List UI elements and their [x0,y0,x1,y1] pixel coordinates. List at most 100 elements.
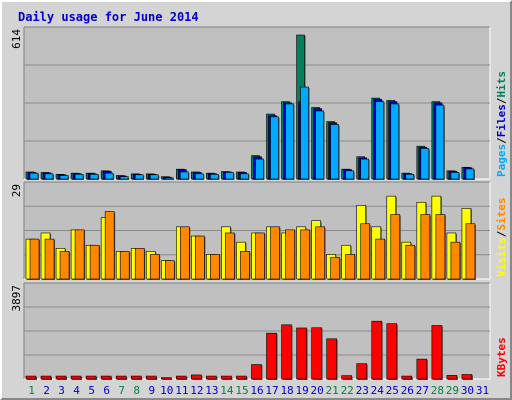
bar-kbytes-day-29 [446,375,458,380]
bar-sites-day-10 [164,260,175,280]
bar-sites-day-5 [89,244,100,280]
bar-pages-day-15 [240,173,249,180]
bar-pages-day-13 [210,174,219,180]
day-label-2: 2 [43,384,50,397]
bar-sites-day-15 [240,251,250,280]
bar-kbytes-day-27 [416,358,428,380]
bar-shadow [162,378,173,380]
day-label-20: 20 [311,384,324,397]
legend-kbytes: KBytes [495,337,508,377]
bar-pages-day-25 [390,103,400,180]
bar-sites-day-6 [104,211,115,280]
bar-pages-day-20 [315,110,324,180]
day-label-3: 3 [58,384,65,397]
day-label-27: 27 [416,384,429,397]
bar-sites-day-18 [285,229,295,280]
day-label-26: 26 [401,384,414,397]
legend-visits: Visits [495,237,508,277]
bar-kbytes-day-17 [266,332,277,380]
legend-separator: / [495,97,508,104]
bar-pages-day-16 [255,158,264,180]
day-label-16: 16 [250,384,263,397]
day-label-6: 6 [103,384,110,397]
bar-sites-day-7 [119,251,130,280]
bar-pages-day-30 [465,168,475,180]
bar-kbytes-day-20 [311,327,322,380]
bar-kbytes-day-2 [40,375,52,380]
bar-pages-day-22 [345,170,354,180]
bar-sites-day-12 [195,235,205,280]
bar-sites-day-20 [315,226,325,280]
bar-sites-day-23 [360,223,371,280]
day-label-21: 21 [326,384,339,397]
bar-kbytes-day-13 [206,375,217,380]
bar-sites-day-11 [180,226,190,280]
bar-sites-day-27 [420,214,431,280]
day-label-11: 11 [175,384,188,397]
bar-sites-day-19 [300,229,310,280]
bar-kbytes-day-10 [160,377,172,380]
legend-sites: Sites [495,198,508,231]
bar-kbytes-day-7 [115,375,127,380]
bar-sites-day-24 [375,238,386,280]
bar-shadow [166,178,175,180]
bar-kbytes-day-1 [25,375,37,380]
bar-kbytes-day-16 [251,364,262,380]
bar-kbytes-day-6 [100,375,112,380]
bar-pages-day-3 [59,175,69,180]
bar-kbytes-day-23 [356,363,368,380]
bar-kbytes-day-28 [431,325,443,380]
bar-kbytes-day-26 [401,375,413,380]
y-max-label: 614 [10,29,23,49]
bar-sites-day-16 [255,232,265,280]
bar-kbytes-day-30 [461,374,473,380]
bar-sites-day-2 [44,238,55,280]
bar-pages-day-17 [270,116,279,180]
bar-sites-day-8 [134,248,145,280]
bar-pages-day-21 [330,124,339,180]
bar-sites-day-13 [210,254,220,280]
legend-hits: Hits [495,71,508,98]
bar-pages-day-6 [104,172,114,180]
bar-sites-day-22 [345,254,355,280]
bar-pages-day-19 [300,86,309,180]
bar-kbytes-day-4 [70,375,82,380]
day-label-19: 19 [295,384,308,397]
day-label-1: 1 [28,384,35,397]
day-label-5: 5 [88,384,95,397]
day-label-22: 22 [341,384,354,397]
bar-pages-day-23 [360,158,370,180]
y-max-label: 29 [10,184,23,197]
day-label-12: 12 [190,384,203,397]
day-label-8: 8 [133,384,140,397]
bar-sites-day-17 [270,226,280,280]
bar-pages-day-27 [420,148,430,180]
bar-sites-day-26 [405,244,416,280]
bar-pages-day-9 [149,174,159,180]
bar-kbytes-day-25 [386,323,398,380]
bar-kbytes-day-22 [341,375,352,380]
day-label-13: 13 [205,384,218,397]
bar-kbytes-day-21 [326,338,337,380]
bar-sites-day-30 [465,223,476,280]
day-label-23: 23 [356,384,369,397]
legend-pages: Pages [495,144,508,177]
bar-sites-day-4 [74,229,85,280]
panel-2-legend: Visits/Sites [495,198,508,278]
legend-separator: / [495,137,508,144]
bar-sites-day-14 [225,232,235,280]
panel-3-legend: KBytes [495,337,508,377]
bar-pages-day-29 [450,172,460,180]
bar-kbytes-day-12 [191,374,202,380]
bar-sites-day-9 [149,254,160,280]
bar-pages-day-26 [405,174,415,180]
bar-kbytes-day-18 [281,324,292,380]
day-label-29: 29 [446,384,459,397]
day-label-14: 14 [220,384,234,397]
day-label-25: 25 [386,384,399,397]
bar-kbytes-day-19 [296,327,307,380]
bar-pages-day-24 [375,101,385,180]
bar-pages-day-1 [29,172,39,180]
